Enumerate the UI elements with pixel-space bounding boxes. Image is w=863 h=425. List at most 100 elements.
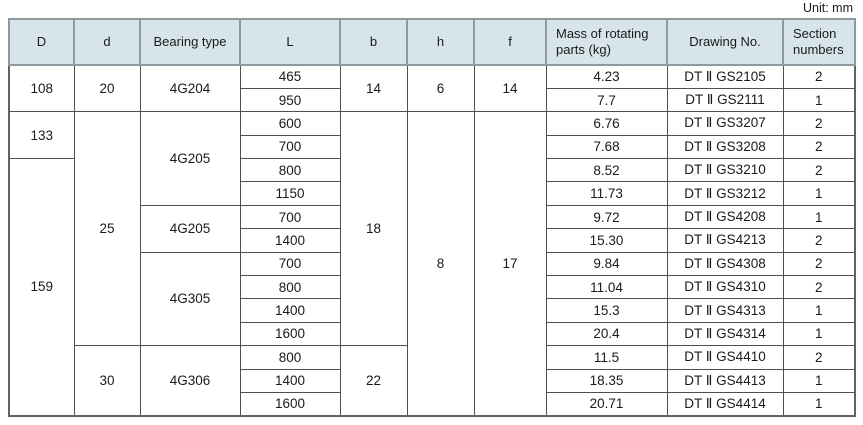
cell-section: 2: [782, 134, 856, 160]
cell-L: 1600: [239, 391, 341, 417]
cell-L: 465: [239, 64, 341, 89]
cell-section: 1: [782, 321, 856, 347]
cell-drawing: DT Ⅱ GS3208: [666, 134, 784, 160]
table-row: 1400 18.35 DT Ⅱ GS4413 1: [9, 368, 856, 393]
cell-drawing: DT Ⅱ GS4414: [666, 391, 784, 417]
cell-drawing: DT Ⅱ GS3212: [666, 181, 784, 206]
cell-mass: 20.71: [545, 391, 668, 417]
cell-L: 1400: [239, 368, 341, 393]
cell-L: 1400: [239, 298, 341, 323]
cell-L: 1150: [239, 181, 341, 206]
cell-section: 2: [782, 345, 856, 370]
cell-section: 2: [782, 228, 856, 253]
cell-drawing: DT Ⅱ GS2105: [666, 64, 784, 89]
cell-L: 700: [239, 134, 341, 160]
cell-L: 800: [239, 275, 341, 300]
column-header-section: Section numbers: [782, 18, 856, 66]
cell-drawing: DT Ⅱ GS4208: [666, 204, 784, 230]
cell-d: 25: [73, 111, 141, 347]
cell-section: 1: [782, 391, 856, 417]
table-row: 1600 20.71 DT Ⅱ GS4414 1: [9, 391, 856, 417]
cell-bearing_type: 4G205: [139, 111, 241, 206]
cell-section: 2: [782, 275, 856, 300]
cell-section: 1: [782, 368, 856, 393]
cell-section: 2: [782, 158, 856, 183]
cell-L: 800: [239, 345, 341, 370]
table-body: 108 20 4G204 465 14 6 14 4.23 DT Ⅱ GS2105 2 950 7.7…: [8, 64, 856, 417]
table-row: 1400 15.3 DT Ⅱ GS4313 1: [9, 298, 856, 323]
cell-D: 133: [8, 111, 75, 160]
table-row: 1400 15.30 DT Ⅱ GS4213 2: [9, 228, 856, 253]
cell-d: 20: [73, 64, 141, 113]
column-header-drawing: Drawing No.: [666, 18, 784, 66]
cell-f: 14: [473, 64, 547, 113]
unit-label: Unit: mm: [803, 1, 853, 15]
cell-mass: 15.3: [545, 298, 668, 323]
cell-L: 700: [239, 251, 341, 277]
column-header-bearing_type: Bearing type: [139, 18, 241, 66]
cell-D: 108: [8, 64, 75, 113]
cell-mass: 11.5: [545, 345, 668, 370]
cell-section: 2: [782, 64, 856, 89]
cell-mass: 9.84: [545, 251, 668, 277]
cell-mass: 7.7: [545, 87, 668, 113]
column-header-f: f: [473, 18, 547, 66]
table-row: 133 25 4G205 600 18 8 17 6.76 DT Ⅱ GS3207 2: [8, 111, 856, 417]
cell-bearing_type: 4G204: [139, 64, 241, 113]
table-row: 700 7.68 DT Ⅱ GS3208 2: [9, 134, 856, 160]
cell-f: 17: [473, 111, 547, 417]
table-row: 1150 11.73 DT Ⅱ GS3212 1: [9, 181, 856, 206]
cell-mass: 11.04: [545, 275, 668, 300]
cell-drawing: DT Ⅱ GS4410: [666, 345, 784, 370]
cell-drawing: DT Ⅱ GS4213: [666, 228, 784, 253]
cell-section: 1: [782, 204, 856, 230]
cell-b: 18: [339, 111, 408, 347]
table-row: 159 800 8.52 DT Ⅱ GS3210 2: [8, 158, 856, 417]
cell-mass: 9.72: [545, 204, 668, 230]
cell-bearing_type: 4G205: [139, 204, 241, 253]
cell-drawing: DT Ⅱ GS4313: [666, 298, 784, 323]
cell-drawing: DT Ⅱ GS3207: [666, 111, 784, 136]
table-row: 30 4G306 800 22 11.5 DT Ⅱ GS4410 2: [9, 345, 856, 417]
cell-L: 800: [239, 158, 341, 183]
cell-bearing_type: 4G305: [139, 251, 241, 347]
cell-mass: 18.35: [545, 368, 668, 393]
table-row: 1600 20.4 DT Ⅱ GS4314 1: [9, 321, 856, 347]
cell-b: 22: [339, 345, 408, 417]
table-row: 950 7.7 DT Ⅱ GS2111 1: [9, 87, 856, 113]
cell-L: 1600: [239, 321, 341, 347]
cell-d: 30: [73, 345, 141, 417]
cell-drawing: DT Ⅱ GS2111: [666, 87, 784, 113]
cell-mass: 7.68: [545, 134, 668, 160]
cell-section: 1: [782, 181, 856, 206]
cell-section: 2: [782, 111, 856, 136]
cell-drawing: DT Ⅱ GS4314: [666, 321, 784, 347]
cell-h: 6: [406, 64, 475, 113]
column-header-mass: Mass of rotating parts (kg): [545, 18, 668, 66]
cell-section: 2: [782, 251, 856, 277]
cell-mass: 4.23: [545, 64, 668, 89]
column-header-d: d: [73, 18, 141, 66]
cell-L: 700: [239, 204, 341, 230]
cell-mass: 8.52: [545, 158, 668, 183]
cell-drawing: DT Ⅱ GS4310: [666, 275, 784, 300]
cell-mass: 20.4: [545, 321, 668, 347]
cell-b: 14: [339, 64, 408, 113]
table-row: 800 11.04 DT Ⅱ GS4310 2: [9, 275, 856, 300]
cell-mass: 11.73: [545, 181, 668, 206]
cell-drawing: DT Ⅱ GS4308: [666, 251, 784, 277]
cell-drawing: DT Ⅱ GS4413: [666, 368, 784, 393]
cell-section: 1: [782, 298, 856, 323]
cell-L: 950: [239, 87, 341, 113]
cell-L: 600: [239, 111, 341, 136]
table-row: 108 20 4G204 465 14 6 14 4.23 DT Ⅱ GS2105 2: [8, 64, 856, 113]
cell-L: 1400: [239, 228, 341, 253]
cell-D: 159: [8, 158, 75, 417]
cell-section: 1: [782, 87, 856, 113]
cell-h: 8: [406, 111, 475, 417]
column-header-L: L: [239, 18, 341, 66]
